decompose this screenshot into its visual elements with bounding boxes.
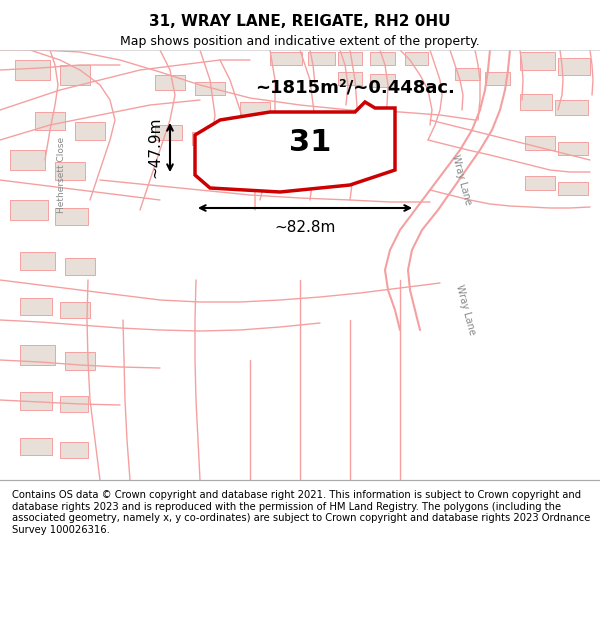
Polygon shape	[370, 52, 395, 65]
Polygon shape	[525, 176, 555, 190]
Text: 31: 31	[289, 127, 332, 157]
Polygon shape	[20, 392, 52, 410]
Text: Wray Lane: Wray Lane	[451, 154, 473, 206]
Polygon shape	[55, 208, 88, 225]
Polygon shape	[20, 298, 52, 315]
Polygon shape	[558, 182, 588, 195]
Polygon shape	[192, 132, 222, 145]
Polygon shape	[308, 52, 335, 65]
Polygon shape	[405, 52, 428, 65]
Polygon shape	[270, 52, 302, 65]
Text: Hethersett Close: Hethersett Close	[58, 137, 67, 213]
Polygon shape	[520, 52, 555, 70]
Polygon shape	[55, 162, 85, 180]
Polygon shape	[555, 100, 588, 115]
Text: 31, WRAY LANE, REIGATE, RH2 0HU: 31, WRAY LANE, REIGATE, RH2 0HU	[149, 14, 451, 29]
Polygon shape	[338, 72, 362, 85]
Polygon shape	[338, 52, 362, 65]
Polygon shape	[10, 150, 45, 170]
Polygon shape	[20, 345, 55, 365]
Polygon shape	[60, 396, 88, 412]
Polygon shape	[525, 136, 555, 150]
Text: Contains OS data © Crown copyright and database right 2021. This information is : Contains OS data © Crown copyright and d…	[12, 490, 590, 535]
Polygon shape	[60, 442, 88, 458]
Polygon shape	[155, 75, 185, 90]
Text: ~82.8m: ~82.8m	[274, 220, 335, 235]
Polygon shape	[20, 252, 55, 270]
Polygon shape	[60, 65, 90, 85]
Polygon shape	[370, 74, 395, 87]
Polygon shape	[65, 258, 95, 275]
Polygon shape	[240, 102, 270, 115]
Polygon shape	[195, 102, 395, 192]
Polygon shape	[485, 72, 510, 85]
Polygon shape	[75, 122, 105, 140]
Polygon shape	[65, 352, 95, 370]
Polygon shape	[15, 60, 50, 80]
Text: ~47.9m: ~47.9m	[147, 117, 162, 178]
Polygon shape	[558, 142, 588, 155]
Polygon shape	[60, 302, 90, 318]
Text: Wray Lane: Wray Lane	[454, 284, 478, 336]
Polygon shape	[10, 200, 48, 220]
Polygon shape	[155, 125, 182, 140]
Text: Map shows position and indicative extent of the property.: Map shows position and indicative extent…	[120, 35, 480, 48]
Polygon shape	[558, 58, 590, 75]
Polygon shape	[520, 94, 552, 110]
Polygon shape	[35, 112, 65, 130]
Text: ~1815m²/~0.448ac.: ~1815m²/~0.448ac.	[255, 79, 455, 97]
Polygon shape	[20, 438, 52, 455]
Polygon shape	[455, 68, 480, 80]
Polygon shape	[195, 82, 225, 95]
